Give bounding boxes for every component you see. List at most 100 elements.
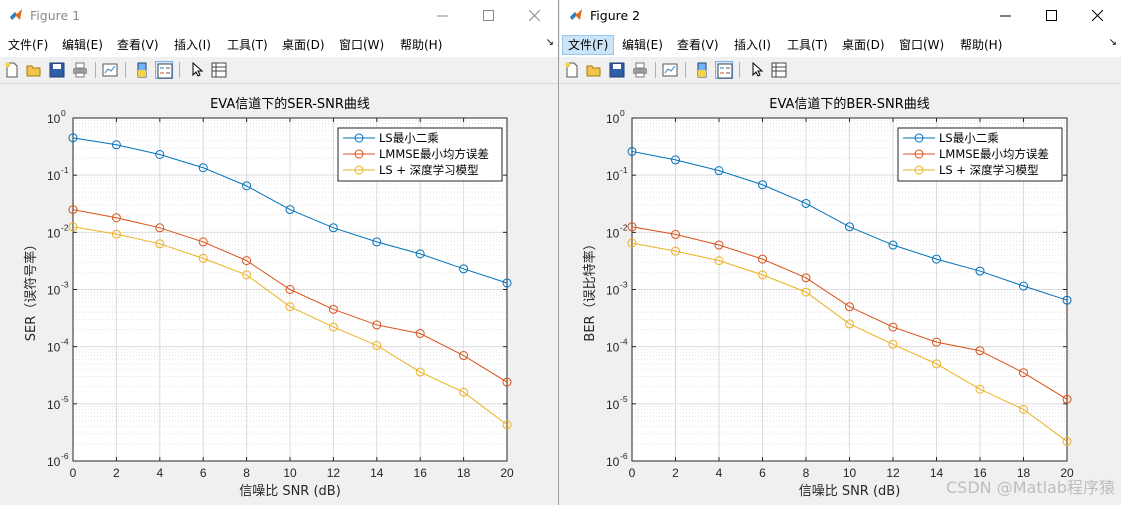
data-point[interactable] bbox=[328, 322, 338, 332]
new-figure-button[interactable] bbox=[563, 61, 581, 79]
menu-window[interactable]: 窗口(W) bbox=[339, 38, 385, 52]
series-line[interactable] bbox=[631, 226, 1068, 400]
data-point[interactable] bbox=[155, 239, 165, 249]
data-point[interactable] bbox=[801, 198, 811, 208]
open-file-button[interactable] bbox=[25, 61, 43, 79]
data-point[interactable] bbox=[198, 237, 208, 247]
data-point[interactable] bbox=[459, 264, 469, 274]
close-button[interactable] bbox=[1075, 0, 1121, 31]
series-line[interactable] bbox=[72, 209, 508, 383]
data-point[interactable] bbox=[68, 222, 78, 232]
menu-insert[interactable]: 插入(I) bbox=[174, 38, 211, 52]
data-point[interactable] bbox=[932, 359, 941, 369]
data-point[interactable] bbox=[714, 166, 724, 176]
data-point[interactable] bbox=[1062, 436, 1072, 446]
data-point[interactable] bbox=[627, 146, 637, 156]
link-plot-button[interactable] bbox=[101, 61, 119, 79]
data-point[interactable] bbox=[845, 319, 854, 329]
data-point[interactable] bbox=[68, 133, 78, 143]
print-button[interactable] bbox=[71, 61, 89, 79]
menu-desktop[interactable]: 桌面(D) bbox=[282, 38, 325, 52]
data-point[interactable] bbox=[975, 384, 985, 394]
data-point[interactable] bbox=[285, 302, 295, 312]
data-point[interactable] bbox=[502, 278, 512, 288]
data-point[interactable] bbox=[372, 320, 382, 330]
data-point[interactable] bbox=[1019, 368, 1028, 378]
data-point[interactable] bbox=[975, 266, 985, 276]
save-button[interactable] bbox=[608, 61, 626, 79]
data-point[interactable] bbox=[155, 149, 165, 159]
data-point[interactable] bbox=[111, 229, 121, 239]
data-point[interactable] bbox=[242, 181, 252, 191]
data-point[interactable] bbox=[198, 163, 208, 173]
legend-button[interactable] bbox=[155, 61, 173, 79]
data-point[interactable] bbox=[328, 223, 338, 233]
menu-tools[interactable]: 工具(T) bbox=[227, 38, 268, 52]
menu-edit[interactable]: 编辑(E) bbox=[62, 38, 103, 52]
data-point[interactable] bbox=[459, 351, 469, 361]
data-point[interactable] bbox=[1019, 404, 1028, 414]
menu-tools[interactable]: 工具(T) bbox=[787, 38, 828, 52]
menu-help[interactable]: 帮助(H) bbox=[960, 38, 1003, 52]
data-point[interactable] bbox=[242, 270, 252, 280]
data-point[interactable] bbox=[888, 240, 898, 250]
menu-help[interactable]: 帮助(H) bbox=[400, 38, 443, 52]
data-point[interactable] bbox=[714, 240, 724, 250]
legend-button[interactable] bbox=[715, 61, 733, 79]
data-point[interactable] bbox=[801, 287, 811, 297]
open-file-button[interactable] bbox=[585, 61, 603, 79]
data-point[interactable] bbox=[68, 205, 78, 215]
data-point[interactable] bbox=[1062, 394, 1072, 404]
title-bar[interactable]: Figure 2 bbox=[560, 0, 1121, 31]
data-point[interactable] bbox=[845, 222, 854, 232]
menu-file[interactable]: 文件(F) bbox=[8, 38, 49, 52]
figure-window-1[interactable]: Figure 1 文件(F) 编辑(E) 查看(V) 插入(I) 工具(T) 桌… bbox=[0, 0, 559, 505]
print-button[interactable] bbox=[631, 61, 649, 79]
data-point[interactable] bbox=[714, 256, 724, 266]
series-line[interactable] bbox=[72, 137, 508, 284]
data-point[interactable] bbox=[111, 140, 121, 150]
close-button[interactable] bbox=[512, 0, 558, 31]
minimize-button[interactable] bbox=[420, 0, 466, 31]
figure-window-2[interactable]: Figure 2 文件(F) 编辑(E) 查看(V) 插入(I) 工具(T) 桌… bbox=[560, 0, 1121, 505]
data-point[interactable] bbox=[671, 229, 680, 239]
menu-view[interactable]: 查看(V) bbox=[117, 38, 159, 52]
data-point[interactable] bbox=[372, 340, 382, 350]
data-point[interactable] bbox=[758, 180, 767, 190]
colorbar-button[interactable] bbox=[133, 61, 151, 79]
maximize-button[interactable] bbox=[1029, 0, 1075, 31]
data-point[interactable] bbox=[111, 213, 121, 223]
data-point[interactable] bbox=[888, 322, 898, 332]
data-point[interactable] bbox=[801, 273, 811, 283]
edit-plot-arrow-button[interactable] bbox=[187, 61, 205, 79]
data-point[interactable] bbox=[1062, 295, 1072, 305]
menu-overflow-icon[interactable]: ↘ bbox=[545, 37, 554, 48]
data-point[interactable] bbox=[198, 253, 208, 263]
data-point[interactable] bbox=[372, 237, 382, 247]
data-point[interactable] bbox=[415, 249, 425, 259]
data-point[interactable] bbox=[415, 328, 425, 338]
data-point[interactable] bbox=[1019, 281, 1028, 291]
edit-plot-arrow-button[interactable] bbox=[747, 61, 765, 79]
data-point[interactable] bbox=[888, 339, 898, 349]
menu-window[interactable]: 窗口(W) bbox=[899, 38, 945, 52]
series-line[interactable] bbox=[631, 242, 1068, 442]
colorbar-button[interactable] bbox=[693, 61, 711, 79]
menu-edit[interactable]: 编辑(E) bbox=[622, 38, 663, 52]
data-point[interactable] bbox=[758, 270, 767, 280]
data-point[interactable] bbox=[627, 222, 637, 232]
menu-insert[interactable]: 插入(I) bbox=[734, 38, 771, 52]
data-point[interactable] bbox=[415, 367, 425, 377]
property-inspector-button[interactable] bbox=[210, 61, 228, 79]
minimize-button[interactable] bbox=[983, 0, 1029, 31]
data-point[interactable] bbox=[328, 304, 338, 314]
menu-desktop[interactable]: 桌面(D) bbox=[842, 38, 885, 52]
maximize-button[interactable] bbox=[466, 0, 512, 31]
data-point[interactable] bbox=[285, 285, 295, 294]
save-button[interactable] bbox=[48, 61, 66, 79]
data-point[interactable] bbox=[627, 238, 637, 248]
data-point[interactable] bbox=[758, 254, 767, 264]
data-point[interactable] bbox=[975, 346, 985, 356]
